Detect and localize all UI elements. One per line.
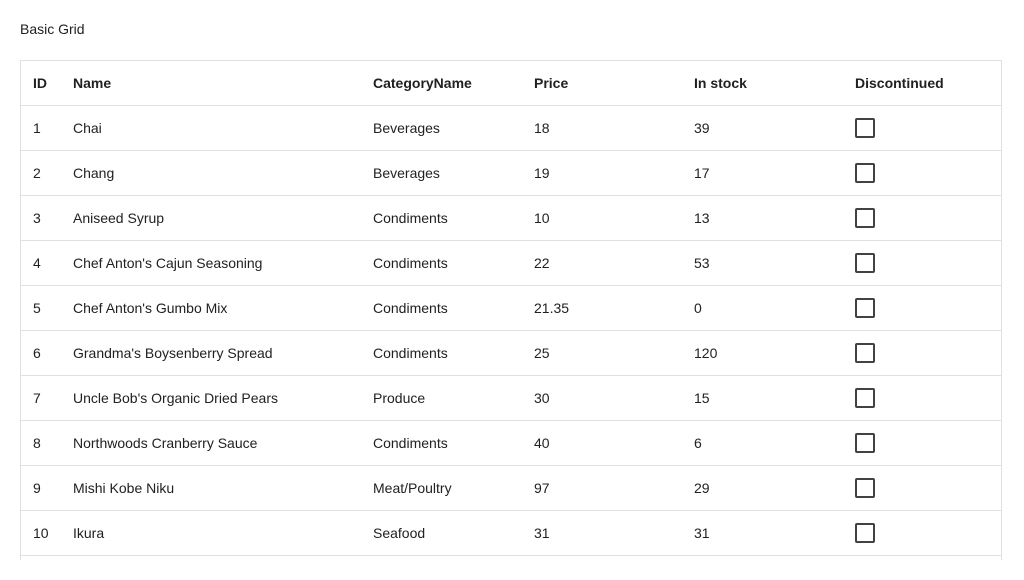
cell-name: Uncle Bob's Organic Dried Pears: [73, 390, 278, 406]
data-grid: ID Name CategoryName Price In stock Disc…: [20, 60, 1002, 560]
discontinued-checkbox[interactable]: [855, 343, 875, 363]
column-header-category[interactable]: CategoryName: [373, 75, 472, 91]
column-header-id[interactable]: ID: [33, 75, 47, 91]
column-header-discontinued[interactable]: Discontinued: [855, 75, 944, 91]
cell-category: Produce: [373, 390, 426, 406]
cell-name: Mishi Kobe Niku: [73, 480, 175, 496]
cell-name: Northwoods Cranberry Sauce: [73, 435, 258, 451]
cell-name: Ikura: [73, 525, 105, 541]
discontinued-checkbox[interactable]: [855, 523, 875, 543]
cell-discontinued: [843, 343, 1001, 363]
cell-category: Condiments: [373, 435, 448, 451]
table-row[interactable]: 4 Chef Anton's Cajun Seasoning Condiment…: [21, 241, 1001, 286]
table-row[interactable]: 2 Chang Beverages 19 17: [21, 151, 1001, 196]
table-row[interactable]: 1 Chai Beverages 18 39: [21, 106, 1001, 151]
table-row[interactable]: 10 Ikura Seafood 31 31: [21, 511, 1001, 556]
cell-category: Condiments: [373, 210, 448, 226]
column-header-stock[interactable]: In stock: [694, 75, 747, 91]
cell-price: 31: [534, 525, 550, 541]
discontinued-checkbox[interactable]: [855, 478, 875, 498]
cell-stock: 120: [694, 345, 718, 361]
cell-price: 10: [534, 210, 550, 226]
column-header-name[interactable]: Name: [73, 75, 112, 91]
cell-stock: 31: [694, 525, 710, 541]
cell-name: Chai: [73, 120, 102, 136]
cell-discontinued: [843, 388, 1001, 408]
cell-category: Meat/Poultry: [373, 480, 452, 496]
discontinued-checkbox[interactable]: [855, 118, 875, 138]
cell-id: 8: [33, 435, 41, 451]
cell-stock: 15: [694, 390, 710, 406]
cell-price: 19: [534, 165, 550, 181]
discontinued-checkbox[interactable]: [855, 253, 875, 273]
cell-id: 1: [33, 120, 41, 136]
grid-header-row: ID Name CategoryName Price In stock Disc…: [21, 61, 1001, 106]
cell-id: 4: [33, 255, 41, 271]
cell-id: 9: [33, 480, 41, 496]
page-title: Basic Grid: [20, 21, 85, 37]
cell-id: 7: [33, 390, 41, 406]
cell-id: 6: [33, 345, 41, 361]
cell-category: Condiments: [373, 345, 448, 361]
cell-price: 97: [534, 480, 550, 496]
cell-price: 25: [534, 345, 550, 361]
cell-category: Seafood: [373, 525, 426, 541]
cell-category: Beverages: [373, 165, 440, 181]
cell-discontinued: [843, 478, 1001, 498]
table-row[interactable]: 5 Chef Anton's Gumbo Mix Condiments 21.3…: [21, 286, 1001, 331]
table-row[interactable]: 7 Uncle Bob's Organic Dried Pears Produc…: [21, 376, 1001, 421]
cell-stock: 6: [694, 435, 702, 451]
cell-stock: 29: [694, 480, 710, 496]
table-row[interactable]: 6 Grandma's Boysenberry Spread Condiment…: [21, 331, 1001, 376]
cell-price: 30: [534, 390, 550, 406]
column-header-price[interactable]: Price: [534, 75, 569, 91]
cell-name: Chef Anton's Cajun Seasoning: [73, 255, 263, 271]
table-row[interactable]: 9 Mishi Kobe Niku Meat/Poultry 97 29: [21, 466, 1001, 511]
cell-stock: 17: [694, 165, 710, 181]
discontinued-checkbox[interactable]: [855, 433, 875, 453]
cell-category: Condiments: [373, 300, 448, 316]
discontinued-checkbox[interactable]: [855, 163, 875, 183]
cell-name: Chef Anton's Gumbo Mix: [73, 300, 228, 316]
cell-price: 18: [534, 120, 550, 136]
cell-category: Condiments: [373, 255, 448, 271]
cell-discontinued: [843, 253, 1001, 273]
table-row[interactable]: 3 Aniseed Syrup Condiments 10 13: [21, 196, 1001, 241]
cell-discontinued: [843, 523, 1001, 543]
cell-id: 5: [33, 300, 41, 316]
cell-id: 2: [33, 165, 41, 181]
table-row[interactable]: 8 Northwoods Cranberry Sauce Condiments …: [21, 421, 1001, 466]
discontinued-checkbox[interactable]: [855, 298, 875, 318]
cell-stock: 0: [694, 300, 702, 316]
cell-stock: 13: [694, 210, 710, 226]
cell-category: Beverages: [373, 120, 440, 136]
discontinued-checkbox[interactable]: [855, 388, 875, 408]
cell-price: 22: [534, 255, 550, 271]
cell-discontinued: [843, 208, 1001, 228]
cell-id: 3: [33, 210, 41, 226]
cell-discontinued: [843, 433, 1001, 453]
cell-price: 40: [534, 435, 550, 451]
cell-name: Grandma's Boysenberry Spread: [73, 345, 273, 361]
discontinued-checkbox[interactable]: [855, 208, 875, 228]
cell-name: Aniseed Syrup: [73, 210, 165, 226]
cell-discontinued: [843, 298, 1001, 318]
cell-id: 10: [33, 525, 49, 541]
cell-discontinued: [843, 118, 1001, 138]
cell-stock: 53: [694, 255, 710, 271]
cell-stock: 39: [694, 120, 710, 136]
cell-price: 21.35: [534, 300, 570, 316]
cell-name: Chang: [73, 165, 115, 181]
cell-discontinued: [843, 163, 1001, 183]
